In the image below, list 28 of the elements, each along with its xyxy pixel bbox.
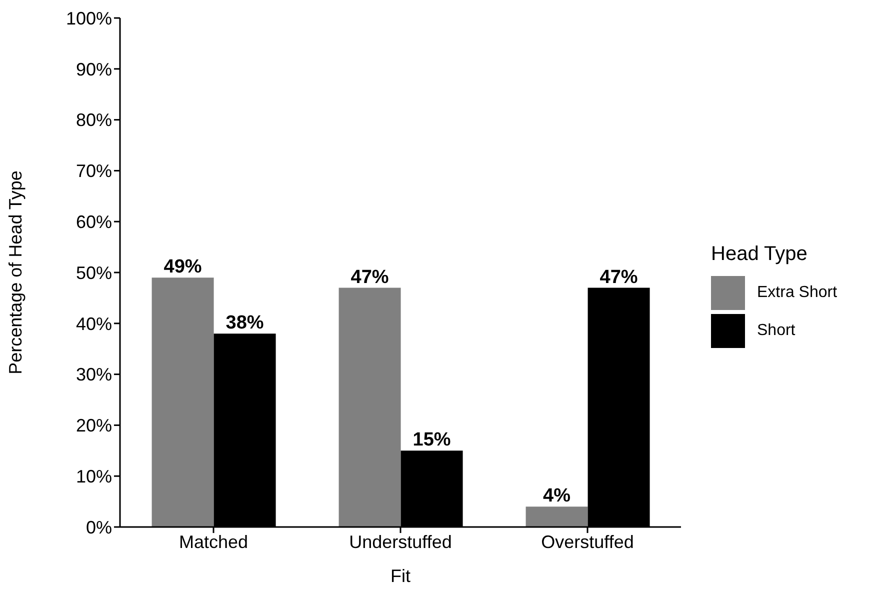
bar	[338, 288, 401, 527]
y-tick-label: 40%	[76, 314, 112, 334]
y-tick-label: 80%	[76, 110, 112, 130]
data-label: 4%	[543, 486, 571, 507]
y-tick-label: 60%	[76, 212, 112, 232]
legend-label: Short	[757, 322, 796, 340]
bar	[526, 506, 588, 527]
x-tick-label: Understuffed	[349, 532, 452, 552]
x-tick-label: Matched	[178, 532, 248, 552]
y-tick-label: 70%	[76, 161, 112, 182]
y-tick-label: 100%	[66, 8, 112, 28]
y-tick-label: 10%	[76, 466, 112, 486]
x-tick-label: Overstuffed	[541, 532, 634, 552]
data-label: 47%	[600, 266, 638, 288]
bar	[152, 278, 214, 527]
y-tick-label: 20%	[76, 416, 112, 436]
y-tick-label: 90%	[76, 59, 112, 80]
x-axis-title: Fit	[390, 566, 410, 586]
data-label: 49%	[164, 256, 202, 278]
legend-title: Head Type	[711, 242, 808, 266]
y-tick-label: 30%	[76, 364, 112, 385]
data-label: 47%	[350, 266, 389, 288]
data-label: 15%	[412, 430, 451, 451]
legend-label: Extra Short	[757, 284, 838, 302]
y-tick-label: 0%	[86, 517, 112, 538]
data-label: 38%	[226, 312, 264, 334]
y-axis-title: Percentage of Head Type	[5, 170, 26, 374]
y-tick-label: 50%	[76, 262, 112, 283]
